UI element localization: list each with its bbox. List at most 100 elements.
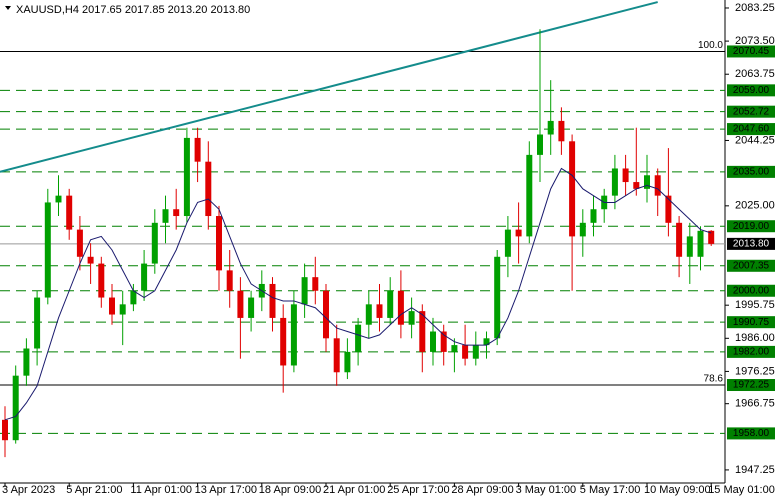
candle-body (205, 161, 212, 217)
last-price-label: 2013.80 (733, 239, 770, 250)
y-tick-label: 2063.75 (735, 68, 775, 80)
candle-body (119, 304, 126, 315)
candle-body (622, 168, 629, 183)
candle-body (526, 154, 533, 237)
candle-body (483, 338, 490, 346)
candle-body (644, 175, 650, 189)
candle-body (344, 351, 351, 373)
level-label: 2070.45 (733, 46, 770, 57)
y-tick-label: 1986.00 (735, 332, 775, 344)
level-label: 2000.00 (733, 285, 770, 296)
x-tick-label: 5 Apr 21:00 (66, 484, 122, 496)
level-label-box (727, 316, 775, 329)
level-label-box (727, 427, 775, 440)
candle-body (216, 216, 222, 271)
moving-average (4, 167, 712, 421)
candle-body (686, 236, 693, 257)
x-tick-label: 28 Apr 09:00 (451, 484, 513, 496)
candle-body (387, 290, 394, 318)
candle-body (494, 256, 501, 339)
candle-body (44, 202, 51, 298)
candle-body (290, 304, 297, 366)
level-label: 2035.00 (733, 167, 770, 178)
candle-body (397, 290, 404, 325)
level-label-box (727, 84, 775, 97)
candle-body (237, 290, 244, 318)
x-tick-label: 25 Apr 17:00 (387, 484, 449, 496)
candle-body (301, 277, 308, 305)
fib-label: 78.6 (704, 374, 724, 385)
candle-body (355, 324, 362, 352)
candle-body (194, 137, 201, 162)
level-label: 1990.75 (733, 317, 770, 328)
menu-arrow[interactable] (5, 6, 11, 10)
level-label: 1982.00 (733, 347, 770, 358)
candle-body (569, 141, 576, 237)
level-label-box (727, 345, 775, 358)
candle-body (23, 348, 30, 376)
candle-body (408, 311, 415, 325)
candle-body (141, 263, 148, 291)
x-tick-label: 3 Apr 2023 (2, 484, 55, 496)
x-tick-label: 13 Apr 17:00 (195, 484, 257, 496)
level-label: 2007.35 (733, 260, 770, 271)
candle-body (323, 290, 329, 339)
level-label-box (727, 379, 775, 392)
y-tick-label: 1995.75 (735, 299, 775, 311)
candle-body (248, 297, 255, 318)
candle-body (151, 222, 158, 264)
chart-title: XAUUSD,H4 2017.65 2017.85 2013.20 2013.8… (16, 4, 250, 16)
candle-body (654, 175, 661, 196)
level-label: 2019.00 (733, 221, 770, 232)
candle-body (440, 331, 447, 352)
y-tick-label: 1966.75 (735, 398, 775, 410)
candle-body (472, 345, 479, 359)
candle-body (547, 120, 554, 135)
last-price-box (727, 237, 775, 250)
x-tick-label: 11 Apr 01:00 (130, 484, 192, 496)
candle-body (55, 195, 62, 203)
candle-body (162, 209, 169, 223)
y-tick-label: 1976.25 (735, 365, 775, 377)
candle-body (430, 331, 436, 352)
candle-body (76, 229, 83, 257)
candle-body (333, 338, 340, 373)
candle-body (312, 277, 319, 291)
x-tick-label: 18 Apr 09:00 (259, 484, 321, 496)
fib-label: 100.0 (698, 40, 723, 51)
candle-body (98, 263, 105, 298)
y-tick-label: 2025.00 (735, 200, 775, 212)
candle-body (226, 270, 233, 291)
candle-body (558, 120, 565, 142)
candle-body (12, 375, 19, 441)
candle-body (419, 311, 426, 352)
x-tick-label: 3 May 01:00 (516, 484, 577, 496)
candle-body (451, 345, 458, 352)
y-tick-label: 1947.25 (735, 464, 775, 476)
candle-body (109, 297, 115, 315)
candle-body (183, 137, 190, 217)
candle-body (537, 134, 543, 155)
x-tick-label: 21 Apr 01:00 (323, 484, 385, 496)
level-label: 2059.00 (733, 85, 770, 96)
level-label-box (727, 165, 775, 178)
level-label: 1972.25 (733, 380, 770, 391)
level-label: 2047.60 (733, 124, 770, 135)
level-label-box (727, 284, 775, 297)
candle-body (633, 182, 640, 189)
candle-body (611, 168, 618, 196)
candle-body (462, 345, 469, 359)
candle-body (697, 230, 704, 257)
x-tick-label: 15 May 01:00 (708, 484, 775, 496)
candle-body (676, 222, 683, 257)
level-label-box (727, 220, 775, 233)
candle-body (504, 229, 511, 257)
candle-body (66, 195, 73, 230)
candle-body (665, 195, 672, 223)
level-label-box (727, 259, 775, 272)
candle-body (579, 222, 586, 237)
trend-line (0, 1, 658, 173)
candle-body (365, 304, 372, 325)
